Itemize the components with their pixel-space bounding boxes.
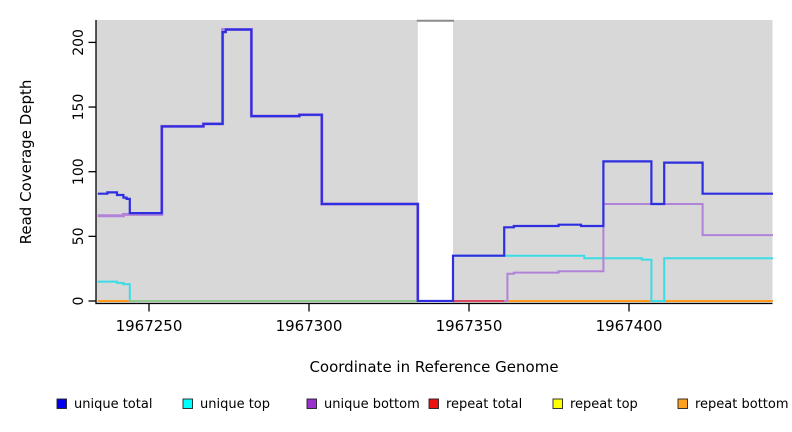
legend-item-unique-total: unique total [56,397,152,412]
legend-label: unique bottom [324,397,420,412]
legend-item-unique-top: unique top [182,397,270,412]
unique-top-line [97,254,773,302]
x-tick-label: 1967400 [596,317,663,335]
legend-label: repeat total [446,397,522,412]
series-layer [97,28,773,303]
y-tick-label: 150 [71,94,87,121]
y-tick-label: 50 [71,227,87,245]
legend-swatch [56,398,67,409]
x-tick-label: 1967250 [116,317,183,335]
x-tick-label: 1967350 [436,317,503,335]
y-axis-title: Read Coverage Depth [17,80,35,245]
legend-label: unique total [74,397,152,412]
y-tick-label: 0 [71,297,87,306]
legend-item-repeat-top: repeat top [552,397,638,412]
y-tick-label: 100 [71,158,87,185]
axes: 0 50 100 150 200 1967250 1967300 1967350 1967400 [71,20,773,335]
legend-swatch [428,398,439,409]
legend-item-repeat-total: repeat total [428,397,522,412]
legend-swatch [677,398,688,409]
legend: unique total unique top unique bottom repea… [56,397,789,412]
legend-swatch [552,398,563,409]
unique-bottom-line [504,203,773,302]
legend-label: unique top [200,397,270,412]
masked-region-band [416,19,454,306]
x-axis-title: Coordinate in Reference Genome [309,358,558,376]
legend-swatch [182,398,193,409]
legend-label: repeat top [570,397,638,412]
legend-item-unique-bottom: unique bottom [306,397,420,412]
legend-swatch [306,398,317,409]
unique-total-line [97,28,773,303]
masked-region-rect [417,20,453,306]
y-tick-label: 200 [71,29,87,56]
x-tick-label: 1967300 [276,317,343,335]
legend-label: repeat bottom [695,397,789,412]
legend-item-repeat-bottom: repeat bottom [677,397,789,412]
